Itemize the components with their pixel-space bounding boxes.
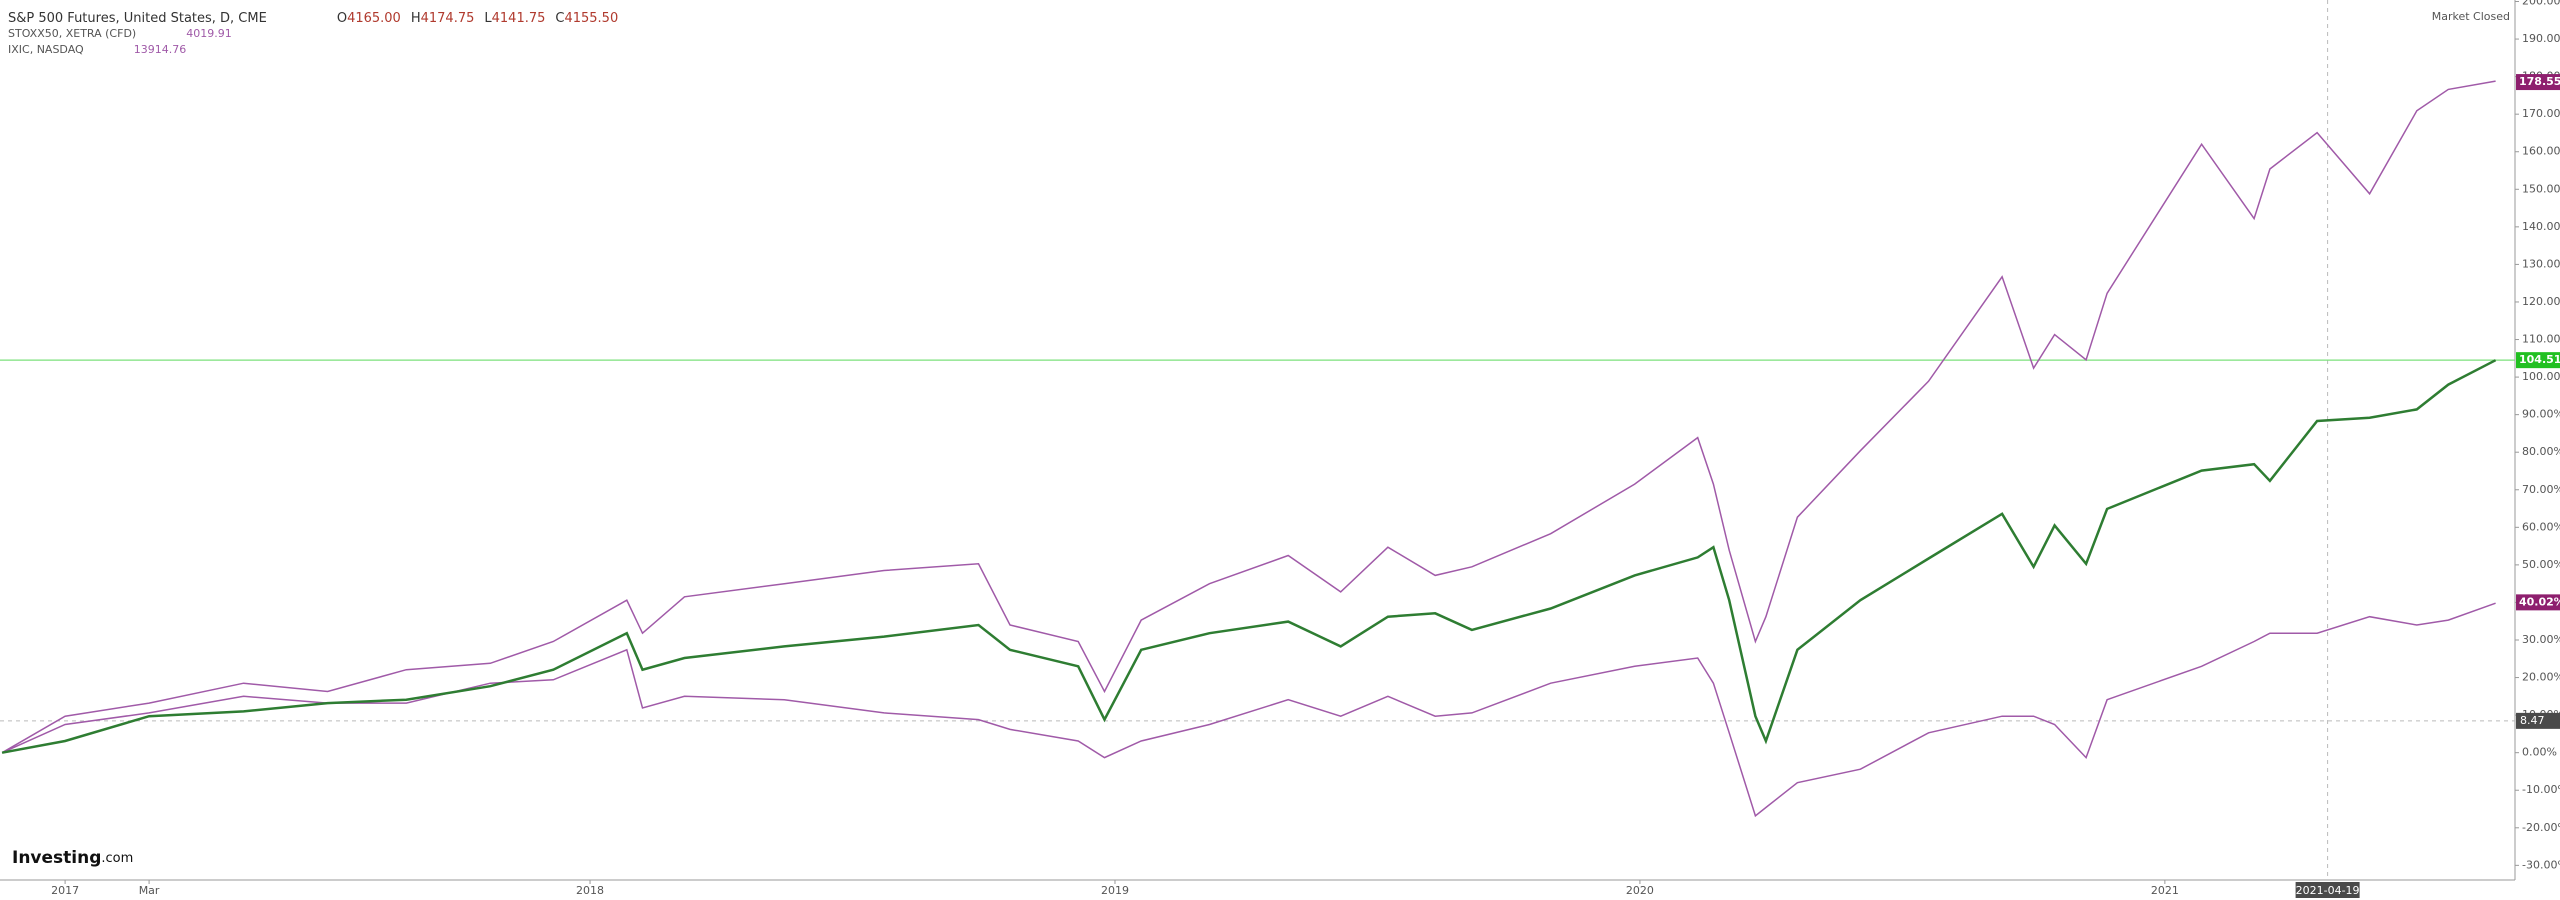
- legend-row: STOXX50, XETRA (CFD) 4019.91: [8, 27, 232, 40]
- y-tick-label: 100.00%: [2522, 370, 2560, 383]
- y-tick-label: -20.00%: [2522, 821, 2560, 834]
- y-tick-label: 0.00%: [2522, 746, 2557, 759]
- ohlc-value: 4174.75: [421, 11, 475, 26]
- ohlc-letter: H: [411, 11, 421, 26]
- crosshair-x-label: 2021-04-19: [2296, 884, 2360, 897]
- market-status: Market Closed: [2432, 10, 2510, 23]
- y-tick-label: 80.00%: [2522, 445, 2560, 458]
- legend-name: STOXX50, XETRA (CFD): [8, 27, 136, 40]
- y-tick-label: 150.00%: [2522, 182, 2560, 195]
- legend-value: 4019.91: [186, 27, 232, 40]
- x-tick-label: Mar: [139, 884, 160, 897]
- ohlc-letter: O: [337, 11, 347, 26]
- y-tick-label: 130.00%: [2522, 257, 2560, 270]
- ohlc-value: 4141.75: [492, 11, 546, 26]
- y-tick-label: -10.00%: [2522, 783, 2560, 796]
- ohlc-value: 4155.50: [564, 11, 618, 26]
- y-tick-label: 170.00%: [2522, 107, 2560, 120]
- y-tick-label: 20.00%: [2522, 671, 2560, 684]
- crosshair-y-label: 8.47: [2520, 714, 2545, 727]
- last-value-badge: [2516, 74, 2560, 91]
- y-tick-label: 140.00%: [2522, 220, 2560, 233]
- y-tick-label: 110.00%: [2522, 333, 2560, 346]
- legend-value: 13914.76: [134, 43, 187, 56]
- crosshair-x-badge: [2295, 882, 2360, 898]
- x-tick-label: 2017: [51, 884, 79, 897]
- last-value-label: 104.51%: [2519, 353, 2560, 366]
- series-line: [1, 602, 2496, 818]
- logo-text: Investing: [12, 848, 101, 868]
- last-value-label: 40.02%: [2519, 595, 2560, 608]
- legend-name: IXIC, NASDAQ: [8, 43, 84, 56]
- legend-main: S&P 500 Futures, United States, D, CME O4…: [8, 11, 618, 26]
- ohlc-value: 4165.00: [347, 11, 401, 26]
- logo-suffix: .com: [101, 851, 133, 866]
- y-tick-label: 200.00%: [2522, 0, 2560, 8]
- series-line: [1, 80, 2496, 754]
- crosshair-y-badge: [2516, 712, 2560, 729]
- x-tick-label: 2021: [2151, 884, 2179, 897]
- y-tick-label: 190.00%: [2522, 32, 2560, 45]
- legend-name: S&P 500 Futures, United States, D, CME: [8, 11, 267, 26]
- x-tick-label: 2018: [576, 884, 604, 897]
- x-tick-label: 2019: [1101, 884, 1129, 897]
- y-tick-label: 70.00%: [2522, 483, 2560, 496]
- last-value-badge: [2516, 594, 2560, 611]
- legend-row: IXIC, NASDAQ 13914.76: [8, 43, 186, 56]
- y-tick-label: 60.00%: [2522, 520, 2560, 533]
- ohlc-letter: C: [555, 11, 564, 26]
- y-tick-label: 50.00%: [2522, 558, 2560, 571]
- y-tick-label: 160.00%: [2522, 145, 2560, 158]
- last-value-badge: [2516, 352, 2560, 369]
- series-line: [1, 359, 2497, 754]
- ohlc-letter: L: [484, 11, 492, 26]
- logo: Investing.com: [12, 848, 133, 868]
- y-tick-label: -30.00%: [2522, 858, 2560, 871]
- y-tick-label: 30.00%: [2522, 633, 2560, 646]
- last-value-label: 178.55%: [2519, 75, 2560, 88]
- x-tick-label: 2020: [1626, 884, 1654, 897]
- y-tick-label: 120.00%: [2522, 295, 2560, 308]
- y-tick-label: 90.00%: [2522, 408, 2560, 421]
